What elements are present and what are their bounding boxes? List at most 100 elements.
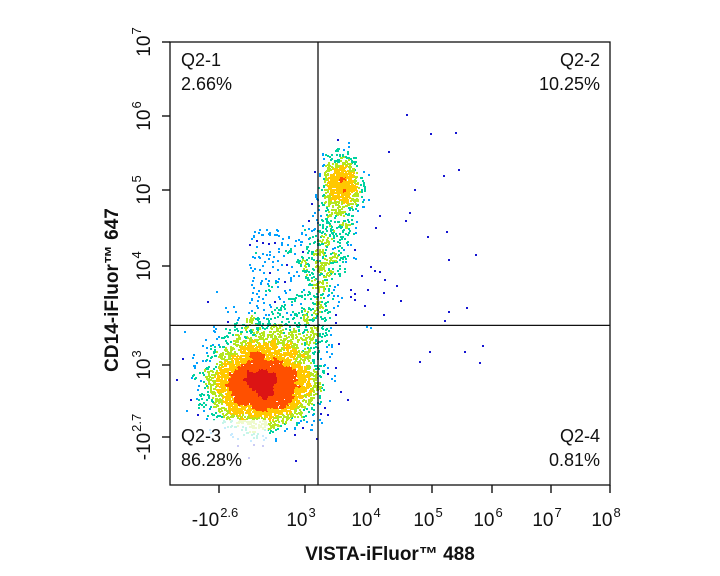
- event-dot: [283, 357, 285, 359]
- event-dot: [267, 355, 269, 357]
- event-dot: [256, 400, 258, 402]
- event-dot: [234, 355, 236, 357]
- event-dot: [346, 192, 348, 194]
- event-dot: [229, 378, 231, 380]
- event-dot: [338, 172, 340, 174]
- event-dot: [259, 391, 261, 393]
- event-dot: [217, 385, 219, 387]
- event-dot: [347, 399, 349, 401]
- event-dot: [245, 359, 247, 361]
- event-dot: [240, 393, 242, 395]
- event-dot: [234, 329, 236, 331]
- event-dot: [295, 385, 297, 387]
- event-dot: [247, 371, 249, 373]
- event-dot: [222, 381, 224, 383]
- event-dot: [266, 351, 268, 353]
- event-dot: [228, 396, 230, 398]
- event-dot: [248, 365, 250, 367]
- event-dot: [261, 408, 263, 410]
- event-dot: [351, 175, 353, 177]
- event-dot: [228, 383, 230, 385]
- event-dot: [313, 394, 315, 396]
- event-dot: [268, 359, 270, 361]
- event-dot: [334, 160, 336, 162]
- event-dot: [313, 380, 315, 382]
- event-dot: [346, 181, 348, 183]
- event-dot: [263, 389, 265, 391]
- event-dot: [215, 399, 217, 401]
- event-dot: [244, 404, 246, 406]
- event-dot: [274, 348, 276, 350]
- event-dot: [290, 419, 292, 421]
- event-dot: [352, 168, 354, 170]
- event-dot: [237, 382, 239, 384]
- event-dot: [285, 377, 287, 379]
- event-dot: [341, 194, 343, 196]
- event-dot: [223, 373, 225, 375]
- event-dot: [296, 403, 298, 405]
- event-dot: [270, 370, 272, 372]
- event-dot: [305, 387, 307, 389]
- event-dot: [328, 204, 330, 206]
- event-dot: [223, 401, 225, 403]
- event-dot: [286, 343, 288, 345]
- event-dot: [231, 366, 233, 368]
- event-dot: [241, 397, 243, 399]
- event-dot: [302, 371, 304, 373]
- event-dot: [310, 362, 312, 364]
- event-dot: [262, 402, 264, 404]
- event-dot: [346, 177, 348, 179]
- event-dot: [268, 388, 270, 390]
- event-dot: [309, 402, 311, 404]
- event-dot: [348, 186, 350, 188]
- event-dot: [344, 187, 346, 189]
- event-dot: [337, 246, 339, 248]
- event-dot: [368, 174, 370, 176]
- event-dot: [316, 298, 318, 300]
- event-dot: [300, 389, 302, 391]
- event-dot: [264, 412, 266, 414]
- event-dot: [321, 422, 323, 424]
- event-dot: [298, 400, 300, 402]
- event-dot: [238, 378, 240, 380]
- event-dot: [263, 349, 265, 351]
- event-dot: [280, 384, 282, 386]
- event-dot: [354, 176, 356, 178]
- event-dot: [342, 165, 344, 167]
- event-dot: [242, 400, 244, 402]
- event-dot: [259, 358, 261, 360]
- event-dot: [285, 375, 287, 377]
- event-dot: [248, 343, 250, 345]
- event-dot: [310, 393, 312, 395]
- event-dot: [324, 279, 326, 281]
- event-dot: [288, 368, 290, 370]
- event-dot: [276, 352, 278, 354]
- event-dot: [301, 406, 303, 408]
- event-dot: [265, 409, 267, 411]
- event-dot: [264, 415, 266, 417]
- event-dot: [231, 359, 233, 361]
- event-dot: [209, 408, 211, 410]
- event-dot: [258, 397, 260, 399]
- event-dot: [254, 404, 256, 406]
- event-dot: [241, 344, 243, 346]
- event-dot: [273, 389, 275, 391]
- event-dot: [245, 371, 247, 373]
- event-dot: [270, 318, 272, 320]
- event-dot: [241, 348, 243, 350]
- event-dot: [288, 344, 290, 346]
- event-dot: [337, 139, 339, 141]
- event-dot: [233, 383, 235, 385]
- event-dot: [213, 326, 215, 328]
- event-dot: [273, 417, 275, 419]
- event-dot: [215, 395, 217, 397]
- event-dot: [296, 424, 298, 426]
- event-dot: [244, 396, 246, 398]
- event-dot: [361, 177, 363, 179]
- event-dot: [276, 338, 278, 340]
- event-dot: [291, 380, 293, 382]
- event-dot: [326, 351, 328, 353]
- event-dot: [262, 410, 264, 412]
- event-dot: [341, 189, 343, 191]
- event-dot: [337, 175, 339, 177]
